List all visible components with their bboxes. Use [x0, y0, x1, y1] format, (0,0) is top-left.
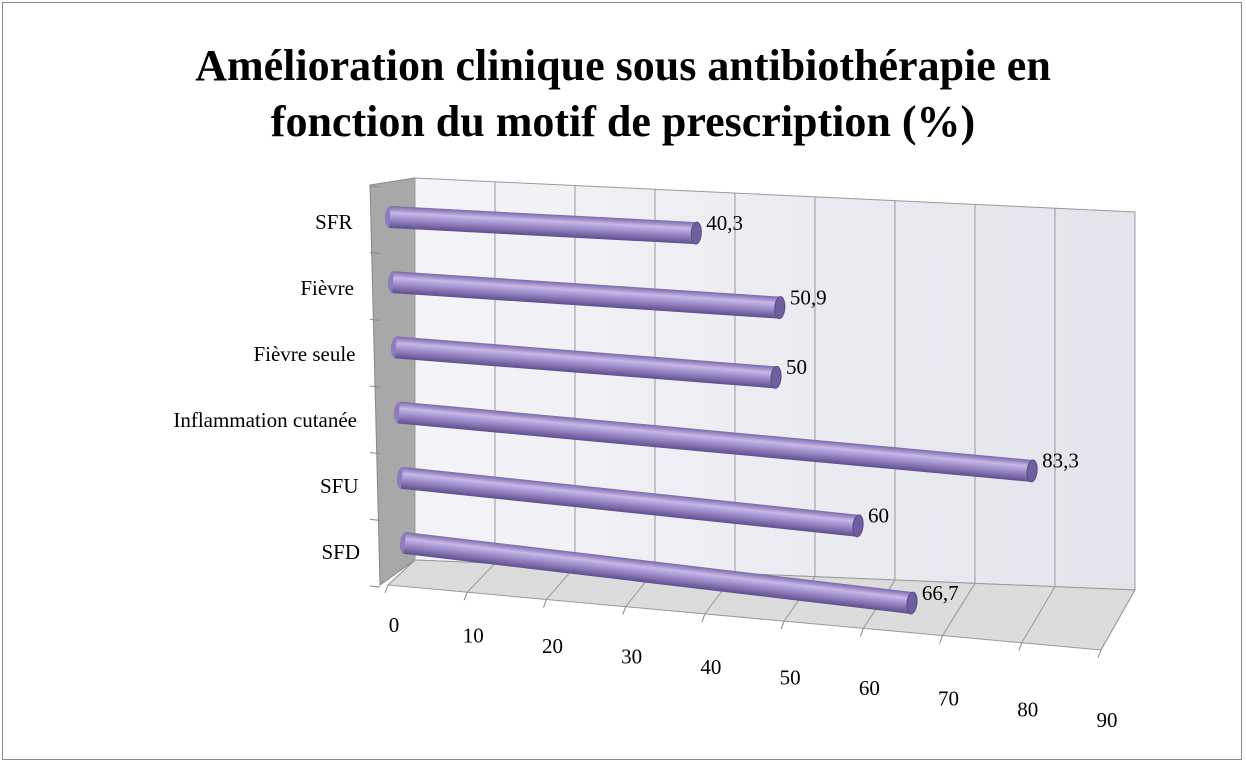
y-tick	[369, 252, 381, 255]
bar-end	[774, 296, 786, 320]
bar-group	[399, 532, 918, 615]
value-label: 66,7	[922, 581, 959, 605]
y-tick-label: Inflammation cutanée	[173, 408, 357, 432]
y-tick-label: SFU	[320, 474, 359, 498]
x-tick-label: 70	[938, 687, 959, 711]
x-tick-label: 80	[1017, 697, 1038, 721]
bar	[389, 206, 697, 245]
value-label: 50	[786, 355, 807, 379]
bar-group	[393, 401, 1038, 483]
y-tick-label: Fièvre	[300, 276, 354, 300]
x-tick	[384, 584, 389, 594]
bar-group	[384, 206, 702, 245]
value-label: 60	[868, 504, 889, 528]
value-label: 83,3	[1042, 449, 1079, 473]
x-tick-label: 40	[700, 655, 721, 679]
floor-grid-line	[387, 559, 416, 586]
floor-grid-line	[1021, 586, 1056, 644]
x-tick-label: 30	[621, 644, 642, 668]
y-tick-label: SFR	[315, 210, 352, 234]
bar-group	[396, 466, 864, 538]
x-tick-label: 20	[542, 634, 563, 658]
x-tick	[939, 635, 944, 644]
bar-end	[1026, 459, 1038, 483]
floor-grid-line	[466, 562, 496, 593]
y-tick	[369, 518, 381, 521]
x-tick-label: 90	[1097, 708, 1118, 732]
y-tick	[369, 585, 381, 588]
bar-end	[906, 591, 918, 615]
y-tick-label: Fièvre seule	[253, 342, 355, 366]
x-tick	[1097, 649, 1102, 659]
y-tick	[369, 452, 381, 455]
bar	[397, 401, 1034, 482]
value-label: 40,3	[706, 211, 743, 235]
x-tick	[622, 606, 627, 615]
bar-group	[390, 336, 782, 389]
x-tick	[780, 620, 785, 630]
bar-group	[387, 271, 786, 320]
bar	[403, 532, 914, 614]
bar-end	[770, 365, 782, 389]
y-tick-label: SFD	[321, 540, 360, 564]
bar	[392, 271, 781, 319]
x-tick	[1018, 642, 1023, 651]
floor-grid-line	[1100, 589, 1136, 651]
x-tick	[542, 599, 547, 608]
x-tick	[463, 592, 468, 601]
x-tick-label: 60	[859, 676, 880, 700]
bar-end	[690, 221, 702, 245]
chart-title: Amélioration clinique sous antibiothérap…	[195, 41, 1051, 146]
bar-end	[852, 514, 864, 538]
x-tick	[701, 613, 706, 623]
bar	[400, 466, 860, 537]
x-tick-label: 50	[780, 666, 801, 690]
x-tick	[859, 628, 864, 637]
x-tick-label: 0	[389, 613, 400, 637]
y-tick	[369, 185, 381, 188]
floor-grid-line	[942, 583, 976, 636]
value-label: 50,9	[790, 285, 827, 309]
side-wall	[369, 177, 416, 586]
y-tick	[369, 385, 381, 388]
bar	[395, 336, 777, 389]
x-tick-label: 10	[463, 623, 484, 647]
y-tick	[369, 318, 381, 321]
